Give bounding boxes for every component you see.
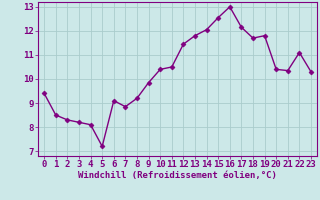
- X-axis label: Windchill (Refroidissement éolien,°C): Windchill (Refroidissement éolien,°C): [78, 171, 277, 180]
